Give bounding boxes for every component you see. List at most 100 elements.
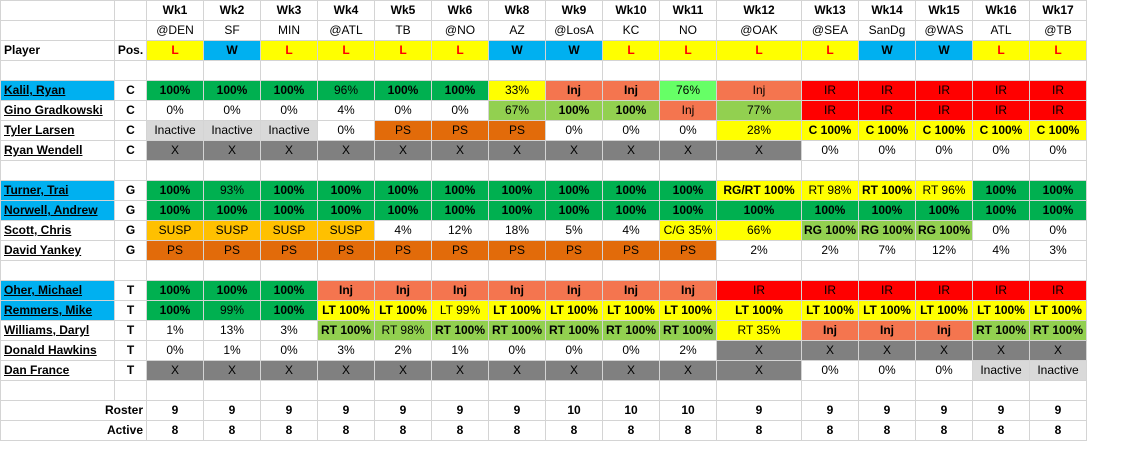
position-cell[interactable]: T	[114, 340, 147, 361]
empty-cell[interactable]	[114, 380, 147, 401]
player-name-cell[interactable]: Oher, Michael	[0, 280, 115, 301]
position-cell[interactable]: G	[114, 220, 147, 241]
snap-cell[interactable]: RT 100%	[659, 320, 717, 341]
snap-cell[interactable]: 100%	[1029, 180, 1087, 201]
snap-cell[interactable]: 77%	[716, 100, 802, 121]
snap-cell[interactable]: 0%	[374, 100, 432, 121]
snap-cell[interactable]: 100%	[203, 280, 261, 301]
snap-cell[interactable]: IR	[972, 80, 1030, 101]
opponent-header[interactable]: @DEN	[146, 20, 204, 41]
snap-cell[interactable]: 12%	[431, 220, 489, 241]
snap-cell[interactable]: 0%	[858, 360, 916, 381]
snap-cell[interactable]: SUSP	[146, 220, 204, 241]
player-name-cell[interactable]: Williams, Daryl	[0, 320, 115, 341]
snap-cell[interactable]: Inj	[545, 280, 603, 301]
week-header[interactable]: Wk10	[602, 0, 660, 21]
empty-cell[interactable]	[431, 60, 489, 81]
snap-cell[interactable]: 100%	[659, 200, 717, 221]
snap-cell[interactable]: 100%	[659, 180, 717, 201]
snap-cell[interactable]: LT 100%	[858, 300, 916, 321]
snap-cell[interactable]: IR	[972, 100, 1030, 121]
summary-value[interactable]: 8	[431, 420, 489, 441]
snap-cell[interactable]: SUSP	[260, 220, 318, 241]
empty-cell[interactable]	[545, 260, 603, 281]
snap-cell[interactable]: RT 100%	[602, 320, 660, 341]
opponent-header[interactable]: ATL	[972, 20, 1030, 41]
summary-value[interactable]: 8	[545, 420, 603, 441]
empty-cell[interactable]	[716, 260, 802, 281]
snap-cell[interactable]: 3%	[317, 340, 375, 361]
snap-cell[interactable]: 100%	[488, 200, 546, 221]
player-name[interactable]: Dan France	[4, 363, 70, 377]
snap-cell[interactable]: 100%	[260, 280, 318, 301]
snap-cell[interactable]: 100%	[972, 180, 1030, 201]
snap-cell[interactable]: 100%	[260, 200, 318, 221]
empty-cell[interactable]	[915, 380, 973, 401]
snap-cell[interactable]: IR	[801, 100, 859, 121]
snap-cell[interactable]: X	[431, 360, 489, 381]
snap-cell[interactable]: X	[801, 340, 859, 361]
empty-cell[interactable]	[659, 60, 717, 81]
empty-cell[interactable]	[801, 260, 859, 281]
snap-cell[interactable]: X	[858, 340, 916, 361]
snap-cell[interactable]: LT 100%	[972, 300, 1030, 321]
snap-cell[interactable]: X	[488, 360, 546, 381]
snap-cell[interactable]: C 100%	[858, 120, 916, 141]
empty-cell[interactable]	[260, 260, 318, 281]
empty-cell[interactable]	[545, 60, 603, 81]
empty-cell[interactable]	[858, 60, 916, 81]
snap-cell[interactable]: 100%	[260, 300, 318, 321]
snap-cell[interactable]: 4%	[317, 100, 375, 121]
summary-value[interactable]: 9	[431, 400, 489, 421]
empty-cell[interactable]	[545, 380, 603, 401]
game-result-cell[interactable]: W	[203, 40, 261, 61]
snap-cell[interactable]: 100%	[146, 180, 204, 201]
snap-cell[interactable]: 0%	[602, 120, 660, 141]
empty-cell[interactable]	[203, 60, 261, 81]
week-header[interactable]: Wk6	[431, 0, 489, 21]
snap-cell[interactable]: 0%	[659, 120, 717, 141]
snap-cell[interactable]: PS	[260, 240, 318, 261]
summary-value[interactable]: 9	[488, 400, 546, 421]
player-name[interactable]: Turner, Trai	[4, 183, 69, 197]
snap-cell[interactable]: 67%	[488, 100, 546, 121]
empty-cell[interactable]	[1029, 60, 1087, 81]
week-header[interactable]: Wk3	[260, 0, 318, 21]
snap-cell[interactable]: 100%	[374, 200, 432, 221]
snap-cell[interactable]: LT 100%	[488, 300, 546, 321]
snap-cell[interactable]: IR	[858, 80, 916, 101]
empty-cell[interactable]	[716, 160, 802, 181]
snap-cell[interactable]: X	[260, 140, 318, 161]
empty-cell[interactable]	[203, 160, 261, 181]
player-name[interactable]: Oher, Michael	[4, 283, 83, 297]
snap-cell[interactable]: 13%	[203, 320, 261, 341]
snap-cell[interactable]: X	[915, 340, 973, 361]
game-result-cell[interactable]: L	[602, 40, 660, 61]
empty-cell[interactable]	[659, 160, 717, 181]
summary-value[interactable]: 9	[146, 400, 204, 421]
snap-cell[interactable]: 100%	[602, 100, 660, 121]
snap-cell[interactable]: 100%	[545, 100, 603, 121]
empty-cell[interactable]	[659, 380, 717, 401]
snap-cell[interactable]: 100%	[146, 200, 204, 221]
empty-cell[interactable]	[374, 160, 432, 181]
empty-cell[interactable]	[858, 260, 916, 281]
week-header[interactable]: Wk9	[545, 0, 603, 21]
snap-cell[interactable]: IR	[716, 280, 802, 301]
empty-cell[interactable]	[1029, 380, 1087, 401]
snap-cell[interactable]: RT 100%	[1029, 320, 1087, 341]
snap-cell[interactable]: X	[602, 140, 660, 161]
snap-cell[interactable]: 0%	[260, 100, 318, 121]
opponent-header[interactable]: MIN	[260, 20, 318, 41]
empty-cell[interactable]	[146, 60, 204, 81]
snap-cell[interactable]: 28%	[716, 120, 802, 141]
empty-cell[interactable]	[114, 160, 147, 181]
empty-cell[interactable]	[858, 380, 916, 401]
snap-cell[interactable]: PS	[146, 240, 204, 261]
snap-cell[interactable]: 0%	[858, 140, 916, 161]
empty-cell[interactable]	[915, 160, 973, 181]
snap-cell[interactable]: RT 100%	[972, 320, 1030, 341]
empty-cell[interactable]	[716, 380, 802, 401]
empty-cell[interactable]	[972, 380, 1030, 401]
snap-cell[interactable]: 100%	[972, 200, 1030, 221]
